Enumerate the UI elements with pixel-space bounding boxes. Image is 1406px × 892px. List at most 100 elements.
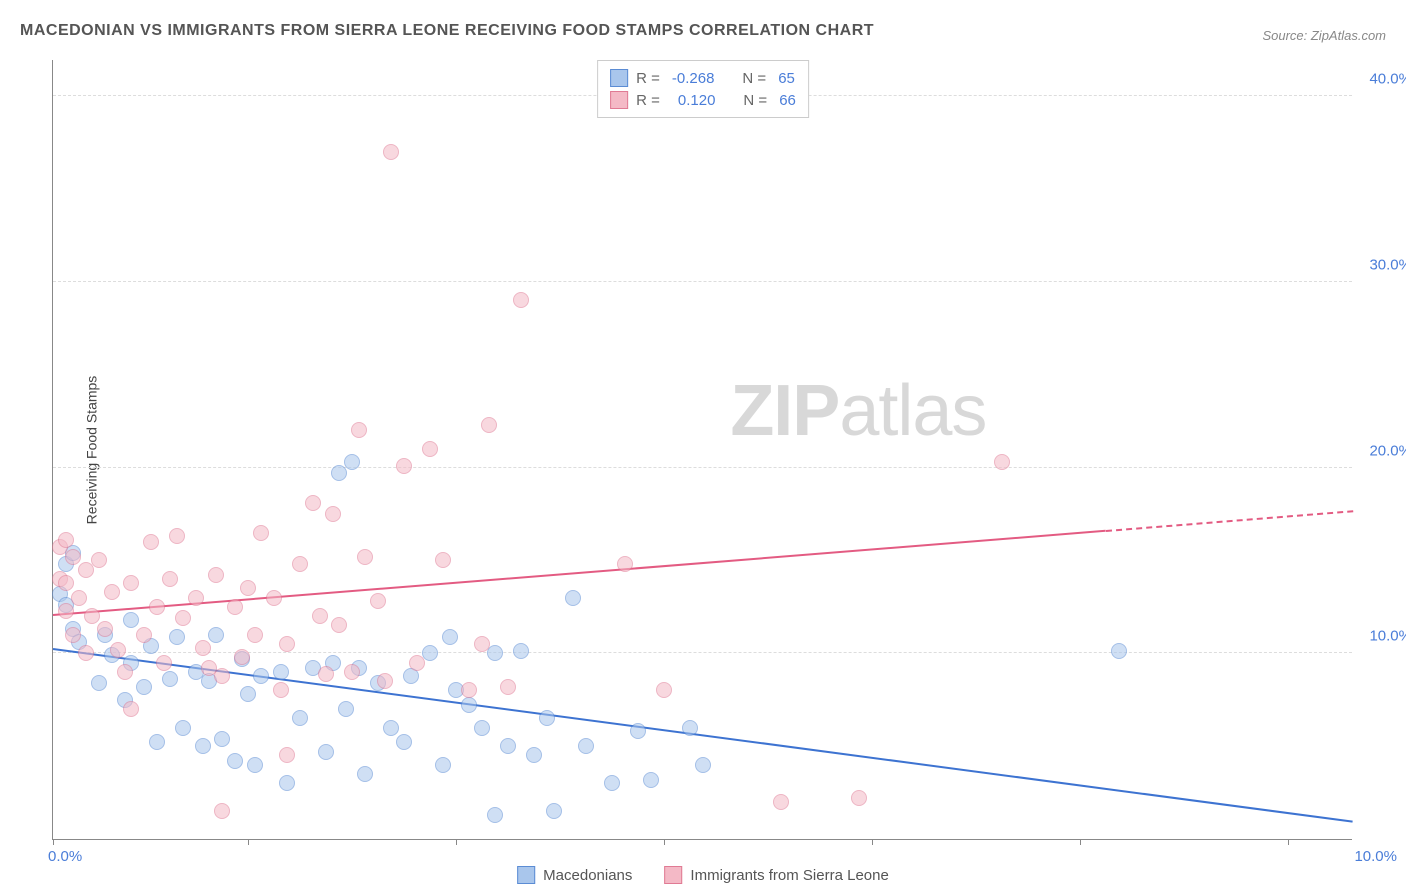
scatter-point: [175, 720, 191, 736]
scatter-point: [474, 636, 490, 652]
scatter-point: [58, 575, 74, 591]
scatter-point: [214, 668, 230, 684]
scatter-point: [513, 292, 529, 308]
scatter-point: [474, 720, 490, 736]
n-value-1: 65: [778, 70, 795, 87]
gridline: [53, 467, 1352, 468]
scatter-point: [123, 612, 139, 628]
scatter-point: [123, 575, 139, 591]
scatter-point: [331, 617, 347, 633]
y-axis-tick-label: 30.0%: [1369, 256, 1406, 273]
y-axis-label: Receiving Food Stamps: [83, 375, 99, 524]
scatter-point: [65, 549, 81, 565]
scatter-point: [65, 627, 81, 643]
x-axis-tick: [872, 839, 873, 845]
scatter-point: [208, 567, 224, 583]
scatter-point: [247, 627, 263, 643]
scatter-point: [325, 506, 341, 522]
x-axis-tick: [664, 839, 665, 845]
n-label: N =: [743, 92, 767, 109]
scatter-point: [344, 664, 360, 680]
y-axis-tick-label: 20.0%: [1369, 442, 1406, 459]
trend-line: [53, 648, 1353, 823]
scatter-point: [338, 701, 354, 717]
scatter-point: [643, 772, 659, 788]
scatter-point: [1111, 643, 1127, 659]
legend-item: Immigrants from Sierra Leone: [664, 866, 888, 884]
scatter-point: [994, 454, 1010, 470]
scatter-point: [169, 528, 185, 544]
scatter-point: [344, 454, 360, 470]
scatter-point: [383, 720, 399, 736]
scatter-point: [214, 731, 230, 747]
scatter-point: [279, 636, 295, 652]
x-axis-tick: [248, 839, 249, 845]
scatter-point: [461, 697, 477, 713]
scatter-point: [357, 549, 373, 565]
correlation-legend: R = -0.268 N = 65 R = 0.120 N = 66: [597, 60, 809, 118]
scatter-point: [318, 666, 334, 682]
x-axis-tick: [456, 839, 457, 845]
scatter-point: [195, 738, 211, 754]
scatter-point: [91, 675, 107, 691]
legend-label: Macedonians: [543, 867, 632, 884]
watermark-rest: atlas: [839, 371, 986, 451]
scatter-point: [422, 441, 438, 457]
scatter-point: [370, 593, 386, 609]
scatter-point: [234, 649, 250, 665]
scatter-point: [305, 495, 321, 511]
scatter-point: [578, 738, 594, 754]
scatter-point: [175, 610, 191, 626]
scatter-point: [292, 556, 308, 572]
scatter-point: [851, 790, 867, 806]
scatter-point: [123, 701, 139, 717]
scatter-point: [143, 534, 159, 550]
scatter-point: [162, 671, 178, 687]
scatter-point: [156, 655, 172, 671]
scatter-point: [656, 682, 672, 698]
scatter-point: [500, 738, 516, 754]
scatter-plot-area: Receiving Food Stamps ZIPatlas 0.0% 10.0…: [52, 60, 1352, 840]
gridline: [53, 281, 1352, 282]
legend-row: R = 0.120 N = 66: [610, 89, 796, 111]
scatter-point: [188, 590, 204, 606]
legend-label: Immigrants from Sierra Leone: [690, 867, 888, 884]
scatter-point: [240, 580, 256, 596]
trend-line-dashed: [1106, 510, 1353, 532]
scatter-point: [487, 807, 503, 823]
r-value-2: 0.120: [678, 92, 716, 109]
scatter-point: [318, 744, 334, 760]
r-label: R =: [636, 92, 660, 109]
scatter-point: [84, 608, 100, 624]
scatter-point: [312, 608, 328, 624]
scatter-point: [773, 794, 789, 810]
scatter-point: [169, 629, 185, 645]
scatter-point: [695, 757, 711, 773]
r-label: R =: [636, 70, 660, 87]
swatch-series-1: [517, 866, 535, 884]
scatter-point: [442, 629, 458, 645]
scatter-point: [208, 627, 224, 643]
scatter-point: [195, 640, 211, 656]
swatch-series-2: [664, 866, 682, 884]
swatch-series-1: [610, 69, 628, 87]
scatter-point: [409, 655, 425, 671]
scatter-point: [273, 664, 289, 680]
x-axis-tick-end: 10.0%: [1354, 848, 1397, 865]
x-axis-tick-start: 0.0%: [48, 848, 82, 865]
scatter-point: [377, 673, 393, 689]
scatter-point: [682, 720, 698, 736]
scatter-point: [500, 679, 516, 695]
scatter-point: [214, 803, 230, 819]
scatter-point: [526, 747, 542, 763]
scatter-point: [136, 679, 152, 695]
scatter-point: [279, 747, 295, 763]
scatter-point: [292, 710, 308, 726]
scatter-point: [565, 590, 581, 606]
watermark-bold: ZIP: [730, 371, 839, 451]
scatter-point: [97, 621, 113, 637]
y-axis-tick-label: 40.0%: [1369, 71, 1406, 88]
scatter-point: [539, 710, 555, 726]
scatter-point: [357, 766, 373, 782]
watermark: ZIPatlas: [730, 370, 986, 452]
